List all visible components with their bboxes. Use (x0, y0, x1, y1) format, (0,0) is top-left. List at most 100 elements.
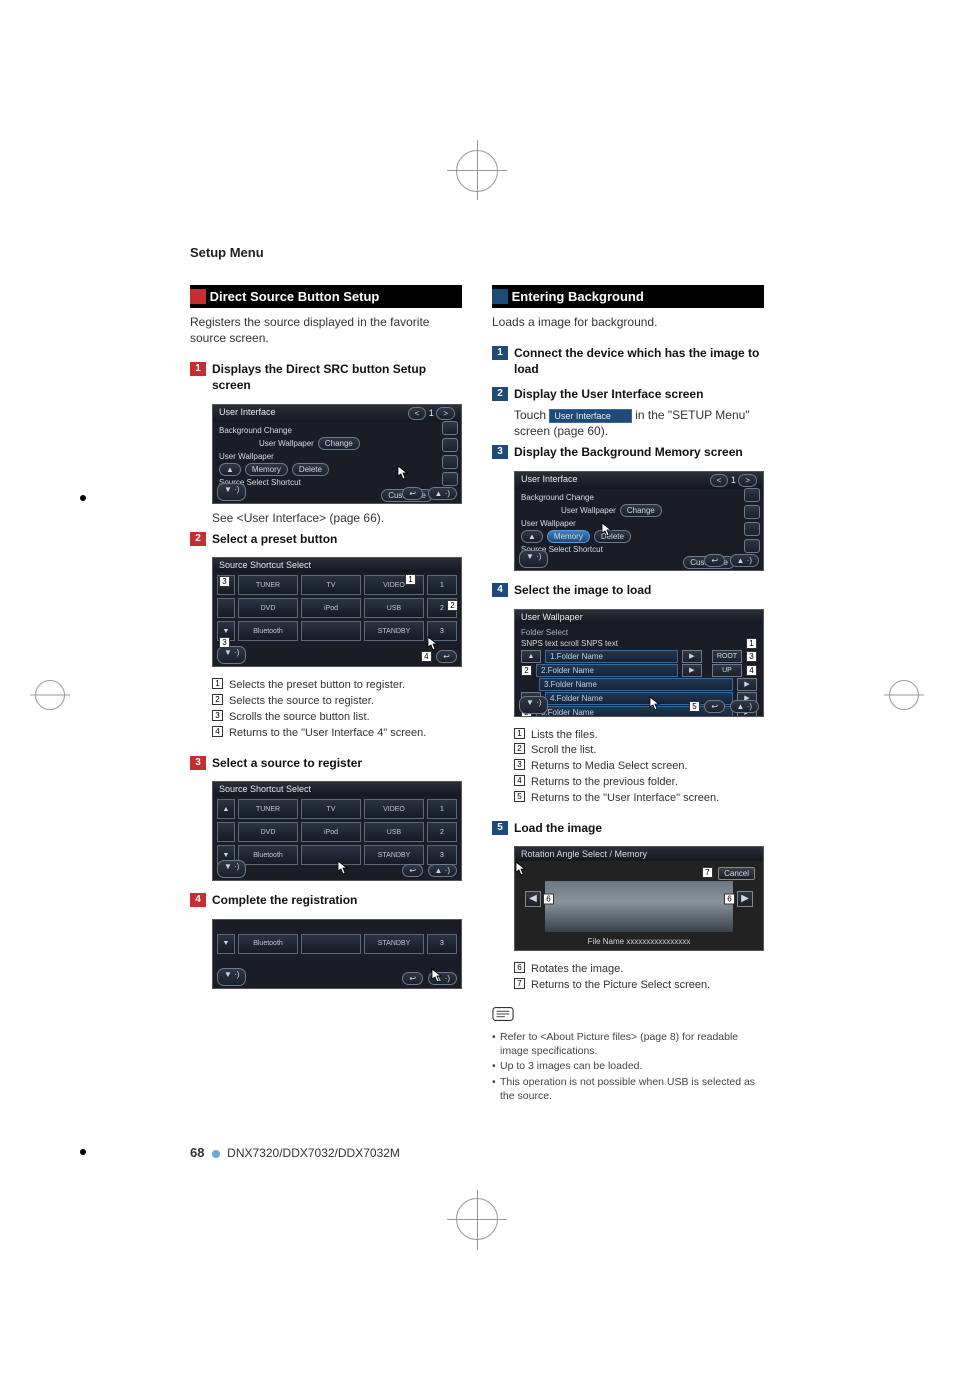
page-up-icon[interactable]: ▲ ·) (730, 700, 759, 713)
scroll-down-icon[interactable]: ▼ (217, 934, 235, 954)
step-badge: 4 (190, 893, 206, 907)
source-cell[interactable]: iPod (301, 822, 361, 842)
return-icon[interactable]: ↩ (402, 864, 423, 877)
delete-button[interactable]: Delete (292, 463, 329, 476)
side-icon[interactable] (442, 438, 458, 452)
annotation-num: 7 (514, 978, 525, 989)
cursor-icon (431, 968, 447, 984)
cancel-button[interactable]: Cancel (718, 867, 755, 880)
memory-button[interactable]: Memory (245, 463, 288, 476)
source-cell[interactable] (301, 621, 361, 641)
preset-slot[interactable]: 1 (427, 575, 457, 595)
page-down-icon[interactable]: ▼ ·) (217, 483, 246, 501)
rotate-left-icon[interactable]: ◀ (525, 891, 541, 907)
annotation-marker: 5 (689, 701, 700, 712)
annotation-num: 3 (514, 759, 525, 770)
nav-next-icon[interactable]: > (436, 407, 455, 420)
change-button[interactable]: Change (318, 437, 360, 450)
rotate-right-icon[interactable]: ▶ (737, 891, 753, 907)
step-body: Touch User Interface in the "SETUP Menu"… (514, 407, 764, 439)
page-down-icon[interactable]: ▼ ·) (217, 860, 246, 878)
source-cell[interactable]: TV (301, 799, 361, 819)
source-cell[interactable]: DVD (238, 822, 298, 842)
page-down-icon[interactable]: ▼ ·) (217, 968, 246, 986)
notes-list: Refer to <About Picture files> (page 8) … (492, 1029, 764, 1104)
source-cell[interactable]: DVD (238, 598, 298, 618)
source-cell[interactable]: STANDBY (364, 621, 424, 641)
memory-button[interactable]: Memory (547, 530, 590, 543)
step-badge: 2 (492, 387, 508, 401)
cursor-icon (649, 696, 665, 712)
return-icon[interactable]: ↩ (402, 487, 423, 500)
source-cell[interactable]: iPod (301, 598, 361, 618)
ui-screenshot-shortcut: Source Shortcut Select ▲ TUNER TV VIDEO … (212, 781, 462, 881)
source-cell[interactable]: USB (364, 822, 424, 842)
annotation-marker: 3 (219, 637, 230, 648)
up-button[interactable]: UP (712, 664, 742, 677)
step-3: 3 Display the Background Memory screen (492, 445, 764, 461)
left-column: Direct Source Button Setup Registers the… (190, 285, 462, 1130)
manual-page: Setup Menu Direct Source Button Setup Re… (0, 20, 954, 1370)
play-icon[interactable]: ▶ (737, 678, 757, 691)
side-icon[interactable] (442, 421, 458, 435)
annotation-marker: 3 (219, 576, 230, 587)
page-up-icon[interactable]: ▲ ·) (730, 554, 759, 567)
note-item: This operation is not possible when USB … (492, 1075, 764, 1103)
source-cell[interactable] (301, 934, 361, 954)
side-icon[interactable] (744, 522, 760, 536)
preset-slot[interactable]: 1 (427, 799, 457, 819)
return-icon[interactable]: ↩ (402, 972, 423, 985)
scroll-up-icon[interactable]: ▲ (521, 650, 541, 663)
return-icon[interactable]: ↩ (704, 700, 725, 713)
nav-prev-icon[interactable]: < (710, 474, 729, 487)
preset-slot[interactable]: 2 (427, 822, 457, 842)
side-icon[interactable] (744, 505, 760, 519)
page-down-icon[interactable]: ▼ ·) (519, 696, 548, 714)
play-icon[interactable]: ▶ (682, 664, 702, 677)
source-cell[interactable]: USB (364, 598, 424, 618)
nav-prev-icon[interactable]: < (408, 407, 427, 420)
folder-item[interactable]: 2.Folder Name (536, 664, 678, 677)
annotation-num: 3 (212, 710, 223, 721)
page-down-icon[interactable]: ▼ ·) (519, 550, 548, 568)
touch-chip[interactable]: User Interface (549, 409, 632, 423)
folder-item[interactable]: 3.Folder Name (539, 678, 733, 691)
page-up-icon[interactable]: ▲ ·) (428, 487, 457, 500)
eject-icon[interactable]: ▲ (521, 530, 543, 543)
page-down-icon[interactable]: ▼ ·) (217, 646, 246, 664)
play-icon[interactable]: ▶ (682, 650, 702, 663)
step-title: Select a source to register (212, 756, 362, 772)
return-icon[interactable]: ↩ (704, 554, 725, 567)
cursor-icon (427, 636, 443, 652)
ui-screenshot-interface: User Interface< 1 > Background Change Us… (514, 471, 764, 571)
nav-next-icon[interactable]: > (738, 474, 757, 487)
dot-marker (80, 495, 86, 501)
source-cell[interactable]: TV (301, 575, 361, 595)
crop-line (30, 695, 70, 696)
side-icon[interactable] (442, 455, 458, 469)
scroll-up-icon[interactable]: ▲ (217, 799, 235, 819)
source-cell[interactable]: TUNER (238, 799, 298, 819)
annotation-marker: 6 (543, 893, 554, 904)
side-icon[interactable] (744, 488, 760, 502)
source-cell[interactable]: Bluetooth (238, 934, 298, 954)
cursor-icon (397, 465, 413, 481)
eject-icon[interactable]: ▲ (219, 463, 241, 476)
annotation-text: Rotates the image. (531, 962, 623, 977)
step-4: 4 Complete the registration (190, 893, 462, 909)
step-badge: 1 (190, 362, 206, 376)
preset-slot[interactable]: 3 (427, 934, 457, 954)
source-cell[interactable]: VIDEO (364, 799, 424, 819)
label: User Wallpaper (521, 519, 757, 528)
change-button[interactable]: Change (620, 504, 662, 517)
cursor-icon (337, 860, 353, 876)
source-cell[interactable]: STANDBY (364, 934, 424, 954)
source-cell[interactable]: Bluetooth (238, 621, 298, 641)
page-up-icon[interactable]: ▲ ·) (428, 864, 457, 877)
annotation-marker: 2 (521, 665, 532, 676)
ui-title: User Interface (521, 474, 578, 487)
step-badge: 2 (190, 532, 206, 546)
source-cell[interactable]: TUNER (238, 575, 298, 595)
folder-item[interactable]: 1.Folder Name (545, 650, 678, 663)
root-button[interactable]: ROOT (712, 650, 742, 663)
